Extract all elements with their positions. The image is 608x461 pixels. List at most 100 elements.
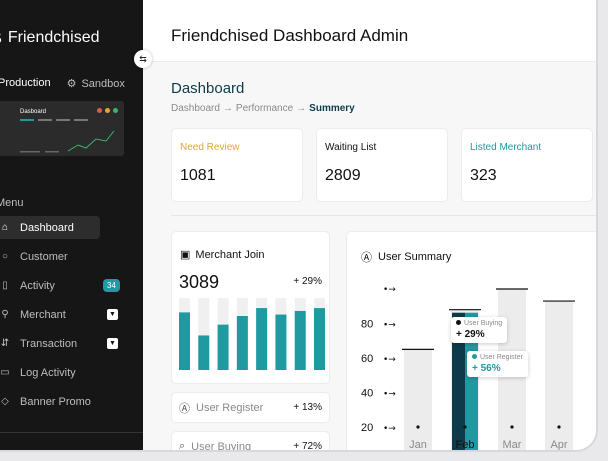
sidebar-item-banner-promo[interactable]: ◇ Banner Promo [0,390,100,413]
sidebar-item-transaction[interactable]: ⇵ Transaction ▼ [0,332,118,355]
cart-icon: ⌕ [179,440,186,452]
user-summary-chart: 20 •→ 40 •→ 60 •→ 80 •→ •→ Jan Feb Mar Apr [361,285,575,452]
y-tick-label: 80 [361,319,373,331]
user-buying-change: + 72% [293,441,322,452]
breadcrumb-separator: → [222,103,233,114]
store-icon: ⚲ [1,309,9,320]
summary-bar-register[interactable] [465,312,478,452]
user-summary-card: Ⓐ User Summary 20 •→ 40 •→ 60 •→ 80 •→ •→ Jan Feb M… [346,231,596,452]
sidebar-item-label: Banner Promo [20,395,91,408]
merchant-bar[interactable] [275,314,287,370]
card-icon: ⇵ [0,338,10,349]
sidebar-item-label: Transaction [20,337,78,350]
merchant-join-chart [179,298,325,370]
merchant-join-change: + 29% [293,276,322,287]
summary-bar[interactable] [404,349,432,452]
page-title: Dashboard [171,80,245,97]
merchant-bar[interactable] [294,310,306,370]
merchant-bar[interactable] [256,308,268,370]
sidebar-item-label: Dashboard [20,221,74,234]
home-icon: ⌂ [1,222,9,233]
x-tick-dot [557,425,561,429]
user-buying-label: User Buying [191,440,252,452]
merchant-join-card: ▣ Merchant Join 3089 + 29% [171,231,330,384]
y-tick-marker: •→ [383,285,396,295]
collapse-sidebar-button[interactable]: ⇆ [134,50,152,68]
tooltip-label: User Register [480,354,523,361]
sidebar-item-merchant[interactable]: ⚲ Merchant ▼ [0,303,118,326]
sidebar-item-activity[interactable]: ▯ Activity 34 [0,274,120,297]
activity-badge: 34 [103,279,120,292]
user-register-card[interactable]: Ⓐ User Register + 13% [171,392,330,423]
breadcrumb-item[interactable]: Performance [235,103,294,114]
tooltip-user-register: User Register + 56% [467,351,528,377]
user-buying-card[interactable]: ⌕ User Buying + 72% [171,431,330,452]
x-tick-label: Jan [409,439,427,451]
sidebar-item-label: Log Activity [20,366,76,379]
tooltip-value: + 56% [472,363,501,374]
merchant-bar[interactable] [314,308,325,370]
merchant-bar[interactable] [179,312,190,370]
gear-icon: ⚙ [66,78,77,90]
chevron-down-icon[interactable]: ▼ [107,309,118,320]
y-tick-marker: •→ [383,424,396,434]
stat-value: 2809 [325,167,361,184]
environment-switch: Production ⚙ Sandbox [0,77,125,90]
env-production[interactable]: Production [0,77,51,89]
chevron-down-icon[interactable]: ▼ [107,338,118,349]
y-tick-marker: •→ [383,390,396,400]
user-register-change: + 13% [293,402,322,413]
x-tick-dot [510,425,514,429]
merchant-bar[interactable] [236,316,248,370]
env-sandbox[interactable]: ⚙ Sandbox [66,77,125,91]
logo-icon: ꝸ [0,28,2,48]
merchant-join-value: 3089 [179,272,220,292]
x-tick-label: Mar [503,439,522,451]
sidebar-item-customer[interactable]: ○ Customer [0,245,100,268]
brand-name: Friendchised [7,29,100,46]
brand[interactable]: ꝸ Friendchised [0,28,100,48]
sidebar-nav: ⌂ Dashboard ○ Customer ▯ Activity 34 ⚲ M… [0,216,120,419]
stat-label: Need Review [180,142,240,153]
log-icon: ▭ [0,367,10,378]
breadcrumb: Dashboard → Performance → Summery [171,103,355,114]
activity-icon: ▯ [2,280,8,291]
y-tick-label: 60 [361,353,373,365]
x-tick-label: Apr [550,439,567,451]
preview-title: Dasboard [20,109,47,115]
menu-label: Menu [0,197,24,209]
y-tick-label: 40 [361,388,373,400]
stat-label: Listed Merchant [470,142,542,153]
stat-listed-merchant[interactable]: Listed Merchant 323 [461,128,593,202]
sidebar: ꝸ Friendchised Production ⚙ Sandbox Dasb… [0,0,143,450]
section-divider [171,215,596,216]
merchant-bar[interactable] [198,335,210,370]
x-tick-dot [463,425,467,429]
x-tick-dot [416,425,420,429]
user-icon: Ⓐ [179,402,190,415]
user-summary-title: User Summary [378,251,452,263]
tooltip-user-buying: User Buying + 29% [451,317,508,343]
user-icon: Ⓐ [361,252,372,264]
store-icon: ▣ [180,249,191,261]
summary-bar[interactable] [545,301,573,452]
stat-value: 1081 [180,167,216,184]
user-register-label: User Register [196,401,264,414]
sidebar-item-label: Merchant [20,308,66,321]
summary-bar-buying[interactable] [452,312,465,452]
breadcrumb-separator: → [296,103,307,114]
y-tick-marker: •→ [383,321,396,331]
env-sandbox-label: Sandbox [81,77,125,90]
sidebar-item-dashboard[interactable]: ⌂ Dashboard [0,216,100,239]
breadcrumb-item[interactable]: Dashboard [171,103,220,114]
stat-value: 323 [470,167,497,184]
stat-waiting-list[interactable]: Waiting List 2809 [316,128,448,202]
x-tick-label: Feb [456,439,475,451]
stat-label: Waiting List [325,142,377,153]
stat-need-review[interactable]: Need Review 1081 [171,128,303,202]
window-dots [97,108,118,113]
tooltip-value: + 29% [456,329,485,340]
dashboard-preview[interactable]: Dasboard [0,101,124,156]
sidebar-item-log-activity[interactable]: ▭ Log Activity [0,361,100,384]
merchant-bar[interactable] [217,324,229,370]
